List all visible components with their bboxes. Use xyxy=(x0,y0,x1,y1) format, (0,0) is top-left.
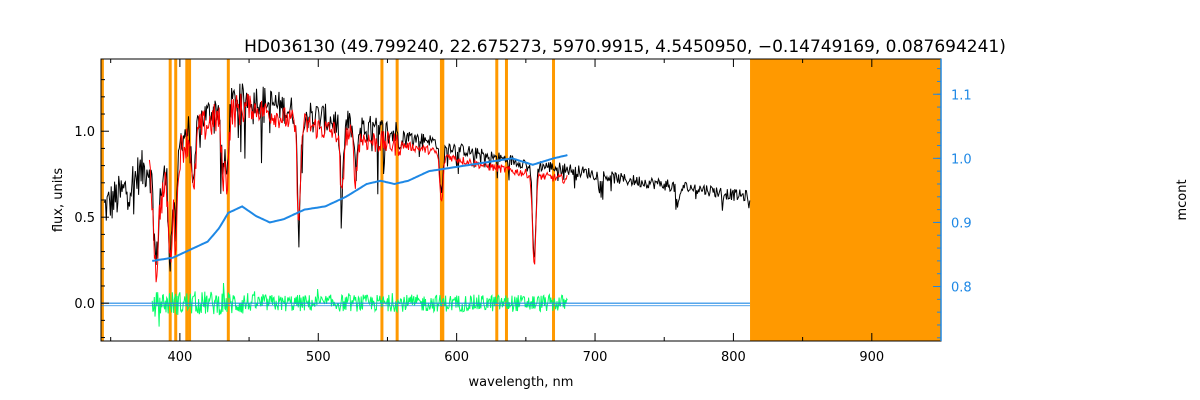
y2-tick-label: 1.1 xyxy=(951,88,972,103)
observed-spectrum xyxy=(103,83,751,272)
plot-content xyxy=(101,59,941,341)
x-tick-label: 700 xyxy=(583,350,608,365)
y2-tick-label: 0.8 xyxy=(951,281,972,296)
x-tick-label: 500 xyxy=(306,350,331,365)
y2-tick-label: 0.9 xyxy=(951,216,972,231)
continuum-curve xyxy=(152,154,568,262)
y-axis-label: flux, units xyxy=(51,168,66,233)
residual-spectrum xyxy=(151,282,568,327)
x-axis: 400 500 600 700 800 900 xyxy=(110,59,942,365)
y-axis: 0.0 0.5 1.0 xyxy=(74,79,109,339)
y-tick-label: 1.0 xyxy=(74,125,95,140)
y-tick-label: 0.0 xyxy=(74,297,95,312)
plot-area xyxy=(101,59,941,341)
y2-axis-label: mcont xyxy=(1175,179,1190,220)
model-spectrum xyxy=(148,93,568,283)
x-axis-label: wavelength, nm xyxy=(469,375,574,390)
masked-region xyxy=(750,59,941,341)
y-tick-label: 0.5 xyxy=(74,211,95,226)
x-tick-label: 400 xyxy=(167,350,192,365)
x-tick-label: 600 xyxy=(444,350,469,365)
y2-axis-mcont: 0.8 0.9 1.0 1.1 xyxy=(933,59,972,341)
x-tick-label: 900 xyxy=(859,350,884,365)
chart-title: HD036130 (49.799240, 22.675273, 5970.991… xyxy=(244,37,1006,57)
y2-tick-label: 1.0 xyxy=(951,152,972,167)
x-tick-label: 800 xyxy=(721,350,746,365)
